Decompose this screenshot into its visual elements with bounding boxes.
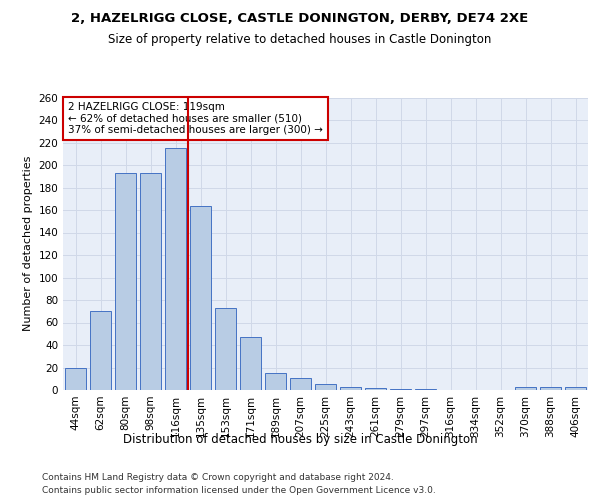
Bar xyxy=(240,337,261,390)
Text: 2, HAZELRIGG CLOSE, CASTLE DONINGTON, DERBY, DE74 2XE: 2, HAZELRIGG CLOSE, CASTLE DONINGTON, DE… xyxy=(71,12,529,26)
Bar xyxy=(190,206,211,390)
Bar xyxy=(165,148,186,390)
Text: 2 HAZELRIGG CLOSE: 119sqm
← 62% of detached houses are smaller (510)
37% of semi: 2 HAZELRIGG CLOSE: 119sqm ← 62% of detac… xyxy=(68,102,323,135)
Bar xyxy=(340,386,361,390)
Bar xyxy=(215,308,236,390)
Text: Contains HM Land Registry data © Crown copyright and database right 2024.: Contains HM Land Registry data © Crown c… xyxy=(42,472,394,482)
Bar xyxy=(390,389,411,390)
Bar xyxy=(515,386,536,390)
Bar xyxy=(265,373,286,390)
Bar xyxy=(315,384,336,390)
Text: Distribution of detached houses by size in Castle Donington: Distribution of detached houses by size … xyxy=(122,432,478,446)
Bar xyxy=(140,173,161,390)
Bar xyxy=(365,388,386,390)
Bar xyxy=(540,386,561,390)
Bar xyxy=(290,378,311,390)
Y-axis label: Number of detached properties: Number of detached properties xyxy=(23,156,33,332)
Bar xyxy=(565,386,586,390)
Bar xyxy=(65,368,86,390)
Bar xyxy=(115,173,136,390)
Text: Contains public sector information licensed under the Open Government Licence v3: Contains public sector information licen… xyxy=(42,486,436,495)
Bar xyxy=(415,389,436,390)
Text: Size of property relative to detached houses in Castle Donington: Size of property relative to detached ho… xyxy=(109,32,491,46)
Bar xyxy=(90,311,111,390)
